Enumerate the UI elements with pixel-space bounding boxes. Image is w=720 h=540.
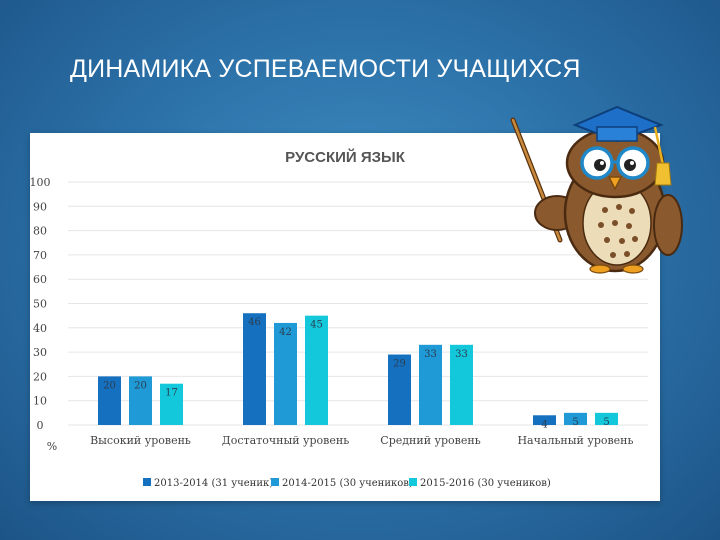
bar [564, 412, 587, 425]
y-tick-label: 10 [33, 395, 47, 408]
y-tick-label: 0 [37, 419, 44, 432]
y-tick-label: 100 [30, 176, 51, 189]
data-label: 46 [248, 317, 261, 328]
y-tick-label: 20 [33, 370, 47, 383]
data-label: 42 [279, 327, 292, 338]
bar [419, 344, 442, 425]
chart-panel [30, 133, 660, 501]
y-tick-label: 70 [33, 249, 47, 262]
data-label: 5 [603, 417, 609, 428]
bar [305, 315, 328, 425]
slide-title: ДИНАМИКА УСПЕВАЕМОСТИ УЧАЩИХСЯ [70, 55, 581, 83]
data-label: 20 [134, 380, 147, 391]
legend-entry: 2014-2015 (30 учеников) [282, 478, 413, 489]
y-tick-label: 40 [33, 322, 47, 335]
legend-swatch [409, 478, 417, 486]
bar [388, 354, 411, 425]
data-label: 45 [310, 320, 323, 331]
x-tick-label: Средний уровень [380, 434, 480, 447]
data-label: 5 [572, 417, 578, 428]
bar [450, 344, 473, 425]
bar [129, 376, 152, 425]
data-label: 29 [393, 359, 406, 370]
legend-swatch [143, 478, 151, 486]
y-axis-label: % [47, 440, 57, 453]
data-label: 17 [165, 388, 178, 399]
legend-swatch [271, 478, 279, 486]
y-tick-label: 30 [33, 346, 47, 359]
x-tick-label: Достаточный уровень [222, 434, 349, 447]
chart-title: РУССКИЙ ЯЗЫК [285, 148, 406, 166]
bar [243, 313, 266, 425]
y-tick-label: 80 [33, 225, 47, 238]
bar [533, 415, 556, 425]
y-tick-label: 60 [33, 273, 47, 286]
data-label: 33 [424, 349, 437, 360]
owl-teacher-icon [510, 105, 683, 274]
data-label: 4 [541, 419, 547, 430]
bar [274, 322, 297, 425]
legend-entry: 2013-2014 (31 ученик) [154, 478, 273, 489]
bar [98, 376, 121, 425]
bar [160, 383, 183, 425]
data-label: 20 [103, 380, 116, 391]
x-tick-label: Начальный уровень [517, 434, 633, 447]
bar [595, 412, 618, 425]
data-label: 33 [455, 349, 468, 360]
y-tick-label: 50 [33, 298, 47, 311]
y-tick-label: 90 [33, 200, 47, 213]
legend-entry: 2015-2016 (30 учеников) [420, 478, 551, 489]
x-tick-label: Высокий уровень [90, 434, 191, 447]
